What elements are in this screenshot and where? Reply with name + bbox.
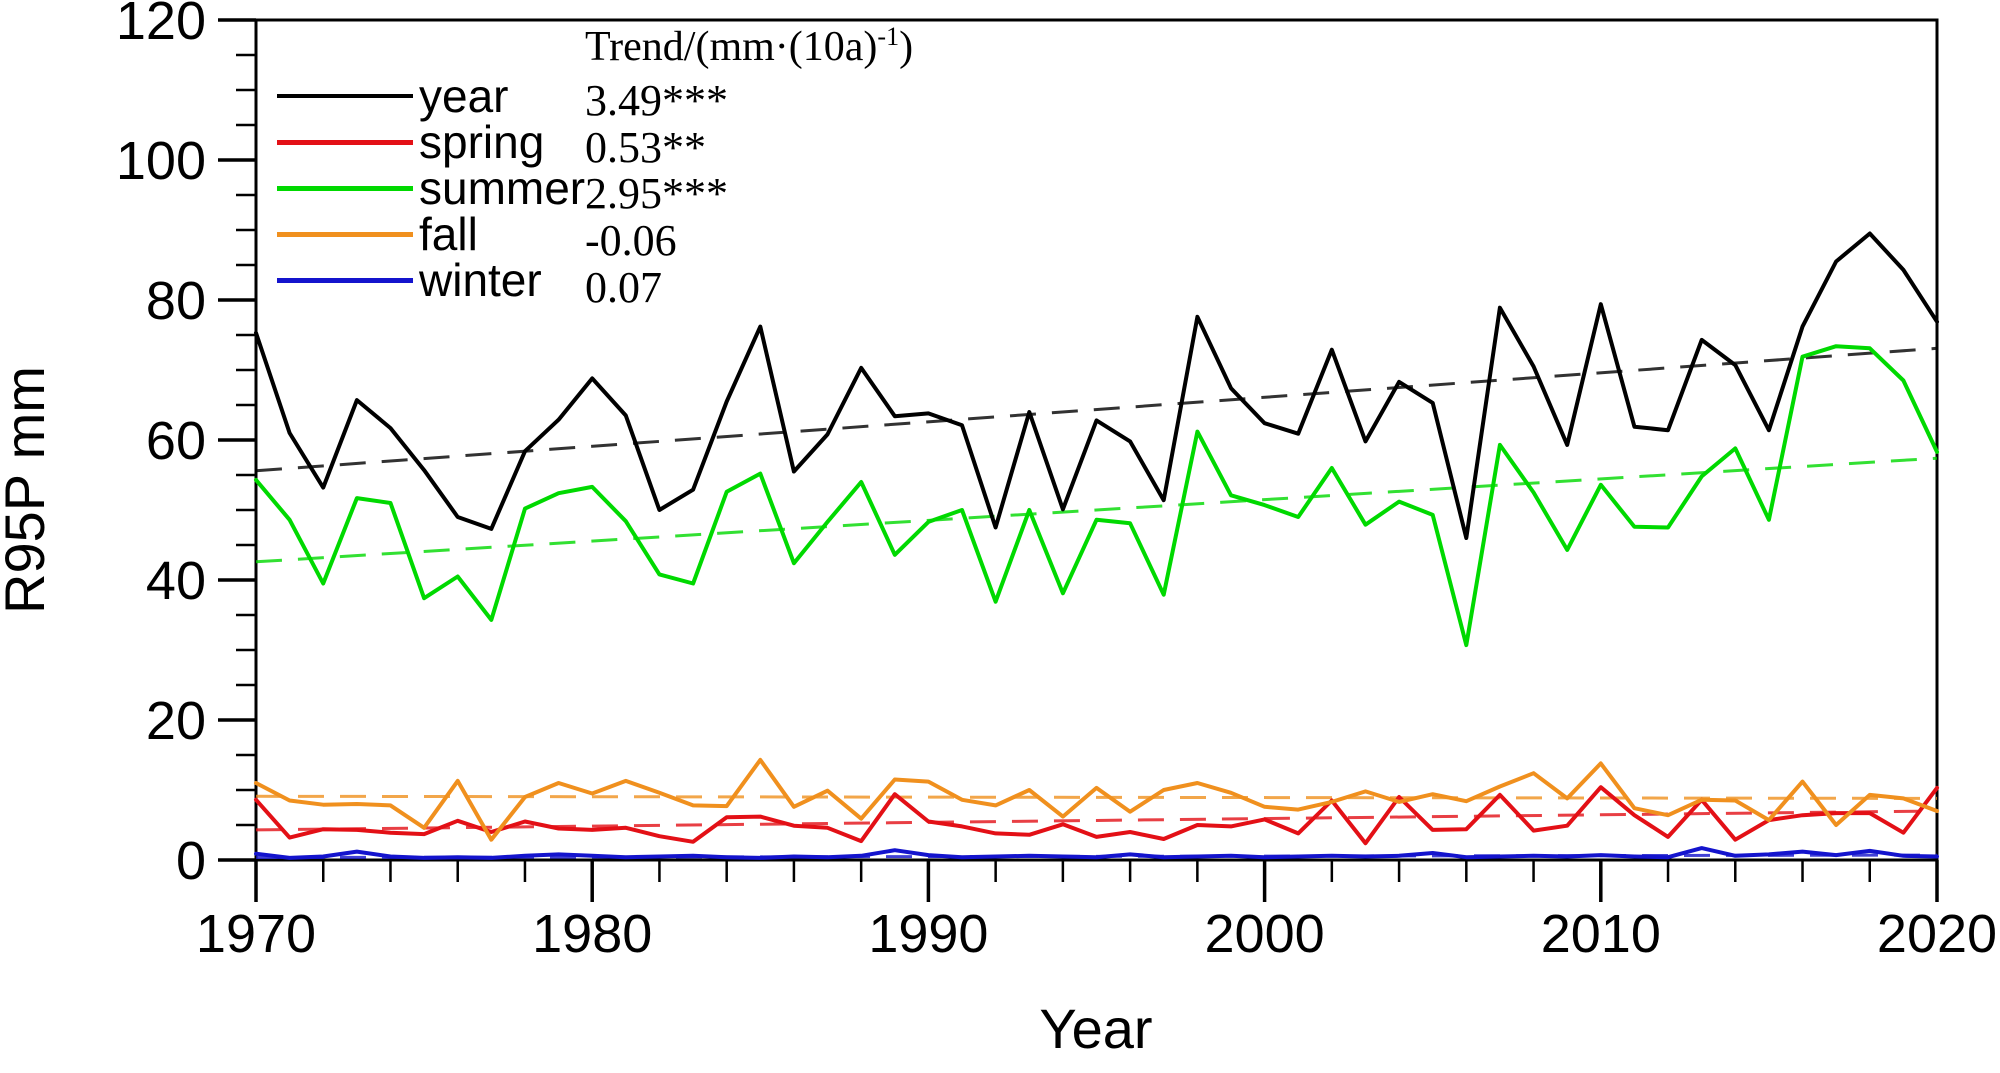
x-tick-label: 2000 (1205, 904, 1325, 964)
legend-label-summer: summer (419, 162, 586, 214)
series-line-year (254, 231, 1939, 540)
x-tick-label: 1980 (532, 904, 652, 964)
y-tick-label: 100 (116, 131, 206, 191)
series-line-spring (254, 785, 1939, 846)
trend-value-winter: 0.07 (585, 263, 662, 312)
y-tick-label: 60 (146, 411, 206, 471)
trend-line-summer (255, 456, 1938, 564)
x-axis-title: Year (1039, 997, 1152, 1060)
trend-value-fall: -0.06 (585, 216, 677, 265)
legend-item-fall: fall (277, 211, 478, 257)
legend-item-spring: spring (277, 119, 544, 165)
legend-line-spring (277, 139, 413, 145)
x-tick-label: 1990 (868, 904, 988, 964)
trend-column-header: Trend/(mm·(10a)-1) (585, 22, 914, 70)
legend-line-summer (277, 185, 413, 191)
legend-line-winter (277, 277, 413, 283)
y-tick-label: 0 (176, 831, 206, 891)
legend-label-fall: fall (419, 208, 478, 260)
trend-value-spring: 0.53** (585, 123, 706, 172)
legend-line-fall (277, 231, 413, 237)
legend-label-year: year (419, 70, 509, 122)
legend-label-spring: spring (419, 116, 545, 168)
y-axis-title: R95P mm (0, 366, 56, 614)
trend-line-fall (255, 794, 1938, 800)
x-tick-label: 1970 (196, 904, 316, 964)
legend-item-winter: winter (277, 257, 542, 303)
legend-item-year: year (277, 73, 508, 119)
trend-line-year (255, 346, 1938, 473)
y-tick-label: 20 (146, 691, 206, 751)
plot-frame (254, 18, 1939, 862)
y-tick-label: 40 (146, 551, 206, 611)
legend-label-winter: winter (419, 254, 542, 306)
trend-value-year: 3.49*** (585, 76, 728, 125)
trend-value-summer: 2.95*** (585, 169, 728, 218)
chart-generated-layer: 0 20 40 60 80 100 120 1970 1980 1990 2000 2010 2020 (116, 0, 1997, 964)
series-line-winter (254, 846, 1939, 860)
x-tick-label: 2020 (1877, 904, 1997, 964)
legend-item-summer: summer (277, 165, 585, 211)
x-tick-label: 2010 (1541, 904, 1661, 964)
series-line-summer (254, 344, 1939, 648)
y-tick-label: 80 (146, 271, 206, 331)
series-line-fall (254, 757, 1939, 842)
legend-line-year (277, 94, 413, 98)
y-tick-label: 120 (116, 0, 206, 51)
